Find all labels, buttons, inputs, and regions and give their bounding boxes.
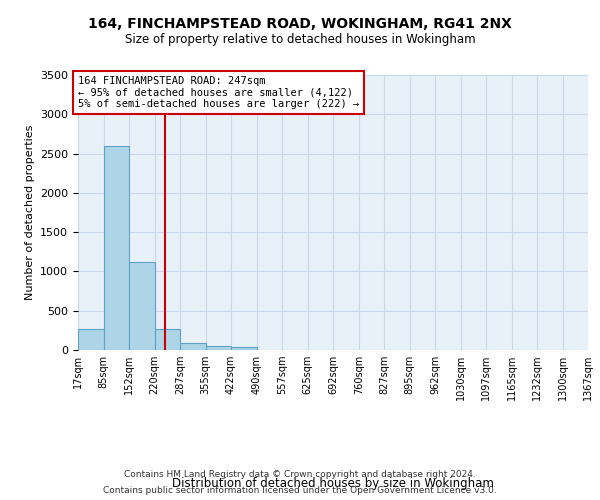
Bar — [180, 343, 206, 350]
Text: 164 FINCHAMPSTEAD ROAD: 247sqm
← 95% of detached houses are smaller (4,122)
5% o: 164 FINCHAMPSTEAD ROAD: 247sqm ← 95% of … — [78, 76, 359, 109]
Y-axis label: Number of detached properties: Number of detached properties — [25, 125, 35, 300]
Text: Contains HM Land Registry data © Crown copyright and database right 2024.: Contains HM Land Registry data © Crown c… — [124, 470, 476, 479]
Bar — [104, 146, 130, 350]
Bar — [78, 329, 104, 350]
Bar — [155, 329, 181, 350]
Text: Contains public sector information licensed under the Open Government Licence v3: Contains public sector information licen… — [103, 486, 497, 495]
Bar — [231, 347, 257, 350]
X-axis label: Distribution of detached houses by size in Wokingham: Distribution of detached houses by size … — [172, 477, 494, 490]
Text: 164, FINCHAMPSTEAD ROAD, WOKINGHAM, RG41 2NX: 164, FINCHAMPSTEAD ROAD, WOKINGHAM, RG41… — [88, 18, 512, 32]
Bar — [129, 262, 155, 350]
Text: Size of property relative to detached houses in Wokingham: Size of property relative to detached ho… — [125, 32, 475, 46]
Bar — [206, 346, 232, 350]
